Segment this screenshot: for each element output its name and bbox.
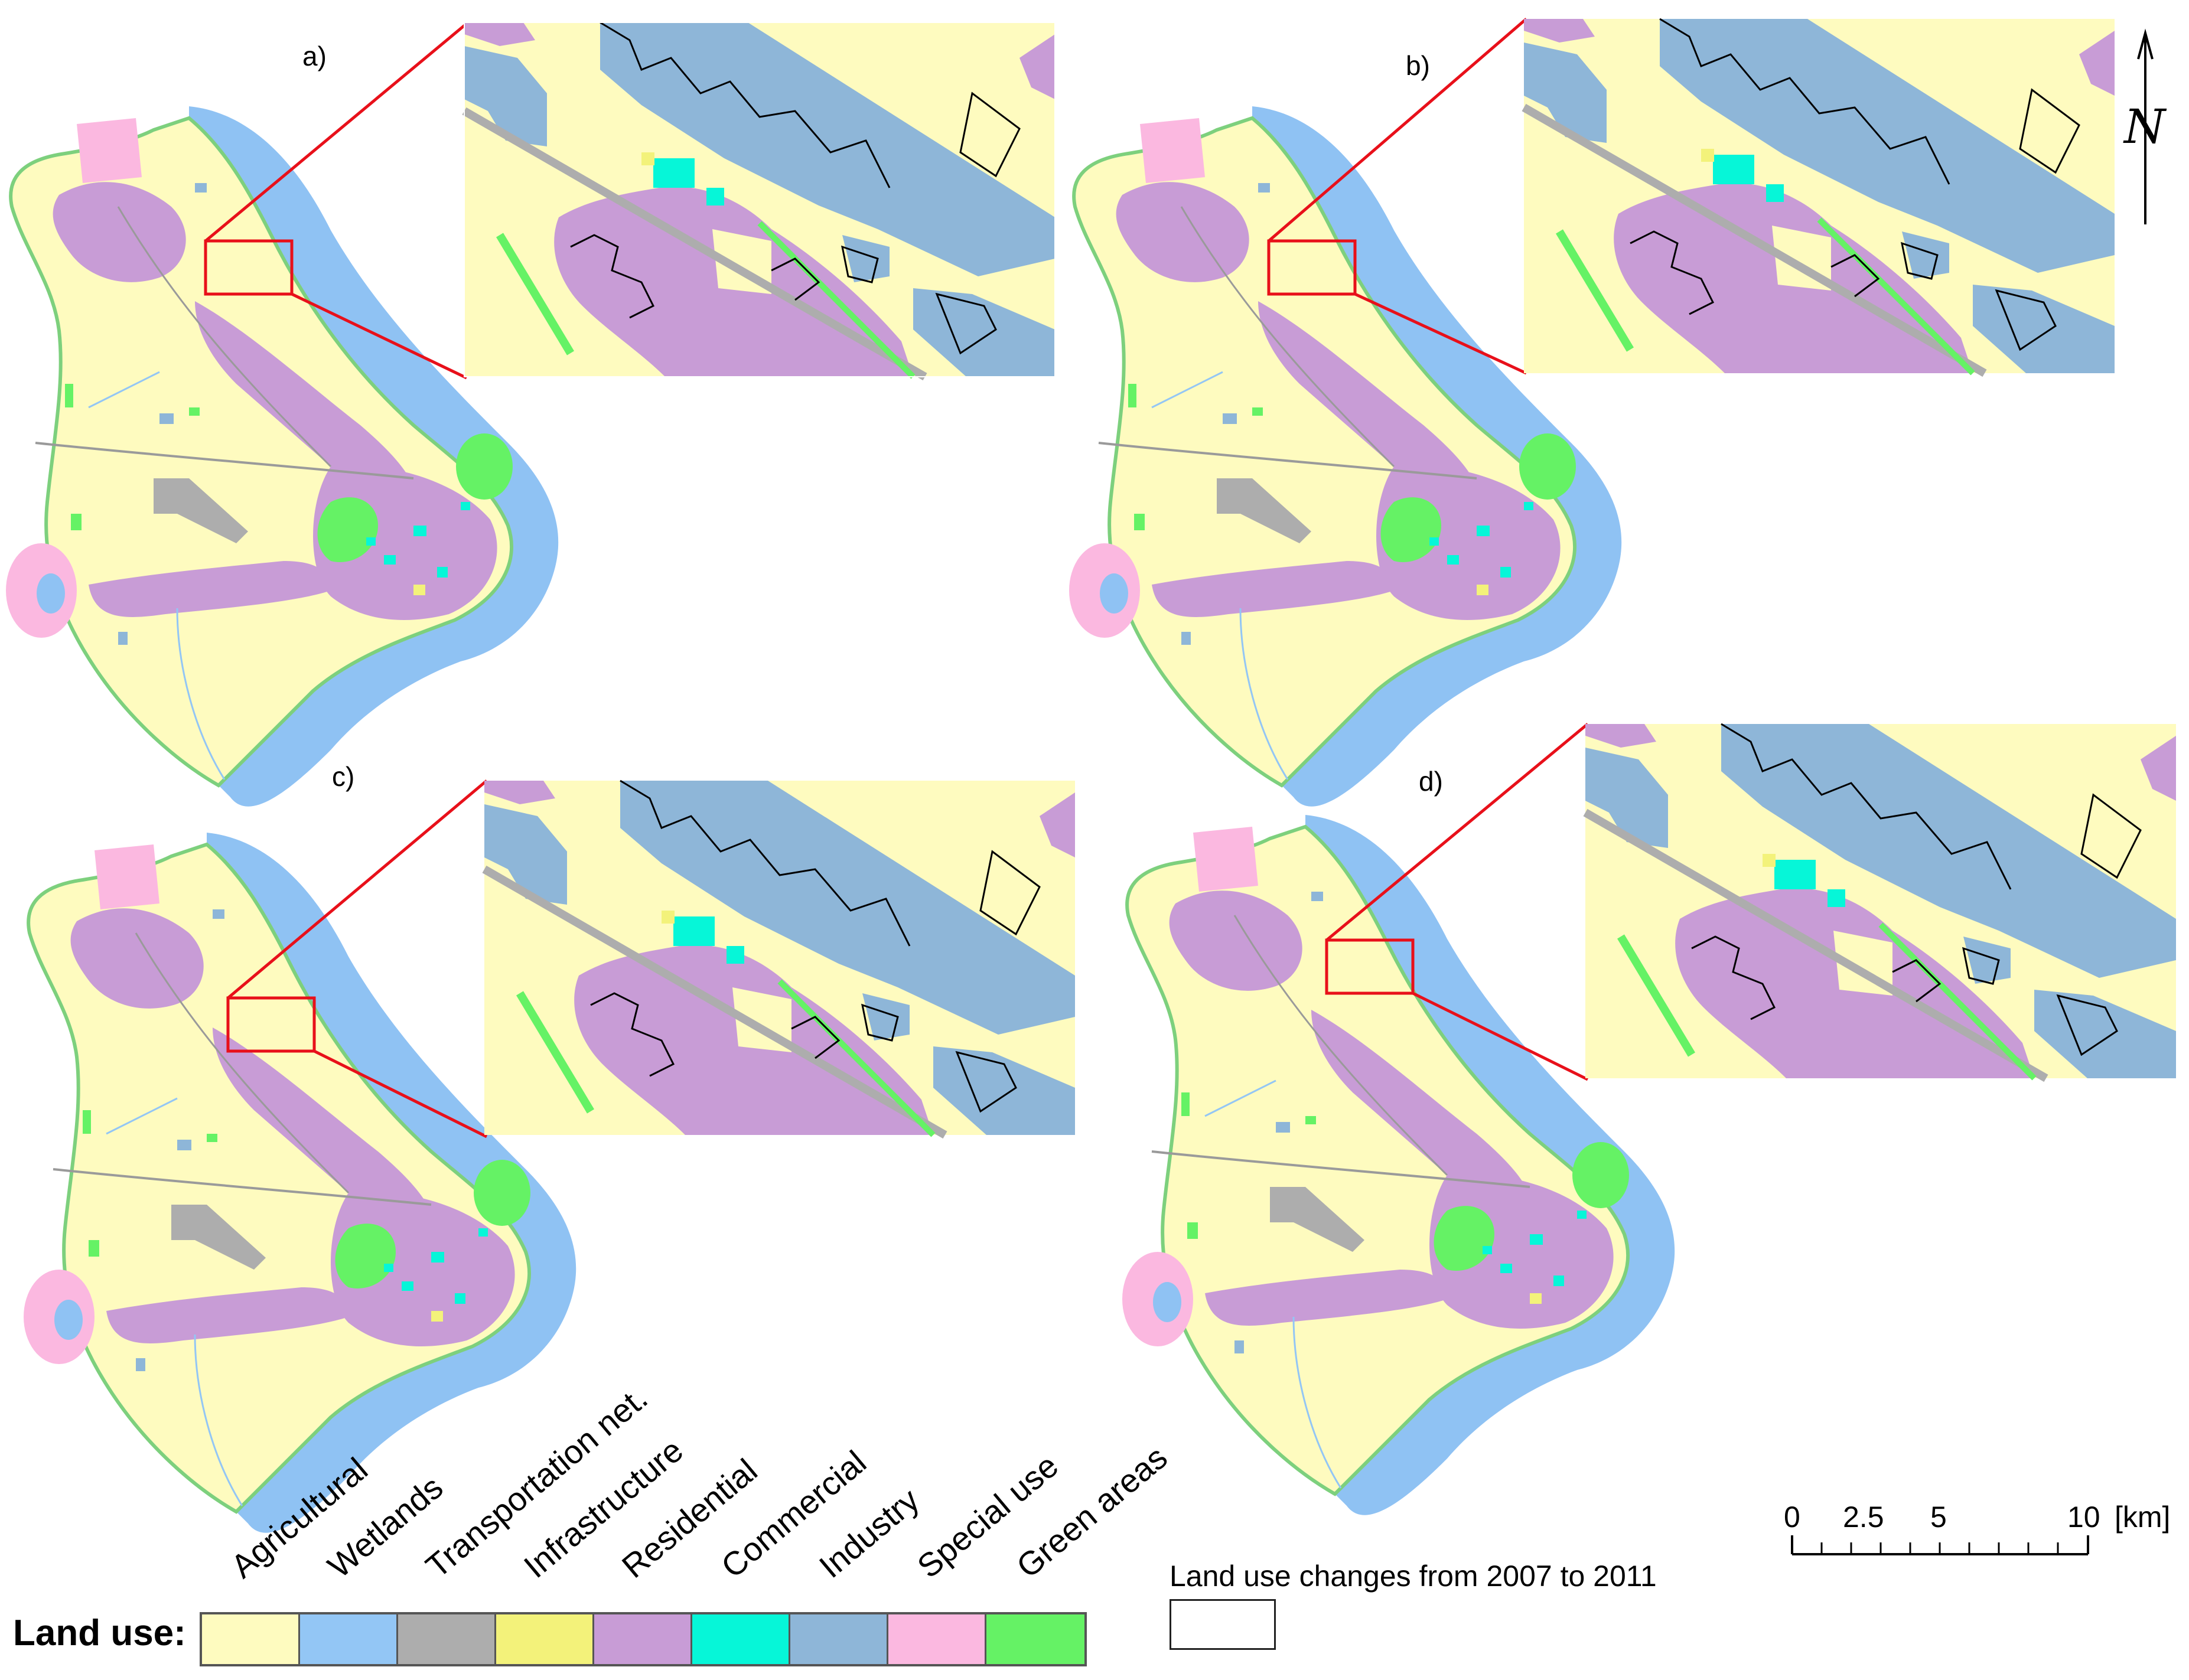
zoom-frame-a xyxy=(204,239,294,296)
legend-swatch xyxy=(888,1614,986,1664)
inset-map-d xyxy=(1585,724,2176,1078)
map-panel-a xyxy=(6,22,1055,807)
scale-tick-0: 0 xyxy=(1784,1500,1800,1534)
legend-swatch xyxy=(202,1614,300,1664)
scale-unit: [km] xyxy=(2115,1500,2171,1534)
inset-map-b xyxy=(1524,19,2115,373)
zoom-frame-b xyxy=(1267,239,1357,296)
scale-tick-10: 10 xyxy=(2067,1500,2100,1534)
legend-swatch xyxy=(790,1614,888,1664)
zoom-frame-c xyxy=(226,996,316,1053)
scale-tick-2-5: 2.5 xyxy=(1843,1500,1884,1534)
legend-swatch xyxy=(692,1614,790,1664)
panel-label-d: d) xyxy=(1419,766,1443,797)
panel-label-a: a) xyxy=(302,41,327,71)
scale-bar xyxy=(1791,1535,2089,1555)
north-arrow-icon xyxy=(2137,28,2154,224)
panel-label-b: b) xyxy=(1406,50,1430,81)
legend-swatch xyxy=(986,1614,1084,1664)
map-panel-c xyxy=(24,781,1075,1533)
map-panel-d xyxy=(1122,724,2176,1515)
legend-swatch xyxy=(300,1614,398,1664)
inset-map-a xyxy=(464,22,1055,377)
legend-title: Land use: xyxy=(13,1613,186,1653)
change-legend-swatch xyxy=(1170,1599,1276,1650)
legend-swatch xyxy=(496,1614,594,1664)
panel-label-c: c) xyxy=(332,761,355,792)
inset-map-c xyxy=(484,781,1075,1135)
change-legend-label: Land use changes from 2007 to 2011 xyxy=(1170,1560,1657,1593)
map-panel-b xyxy=(1069,19,2115,807)
legend-swatch xyxy=(594,1614,692,1664)
north-arrow-label: N xyxy=(2124,99,2165,154)
scale-tick-5: 5 xyxy=(1930,1500,1947,1534)
legend-color-bar xyxy=(200,1612,1087,1666)
legend-swatch xyxy=(398,1614,496,1664)
zoom-frame-d xyxy=(1325,938,1415,995)
